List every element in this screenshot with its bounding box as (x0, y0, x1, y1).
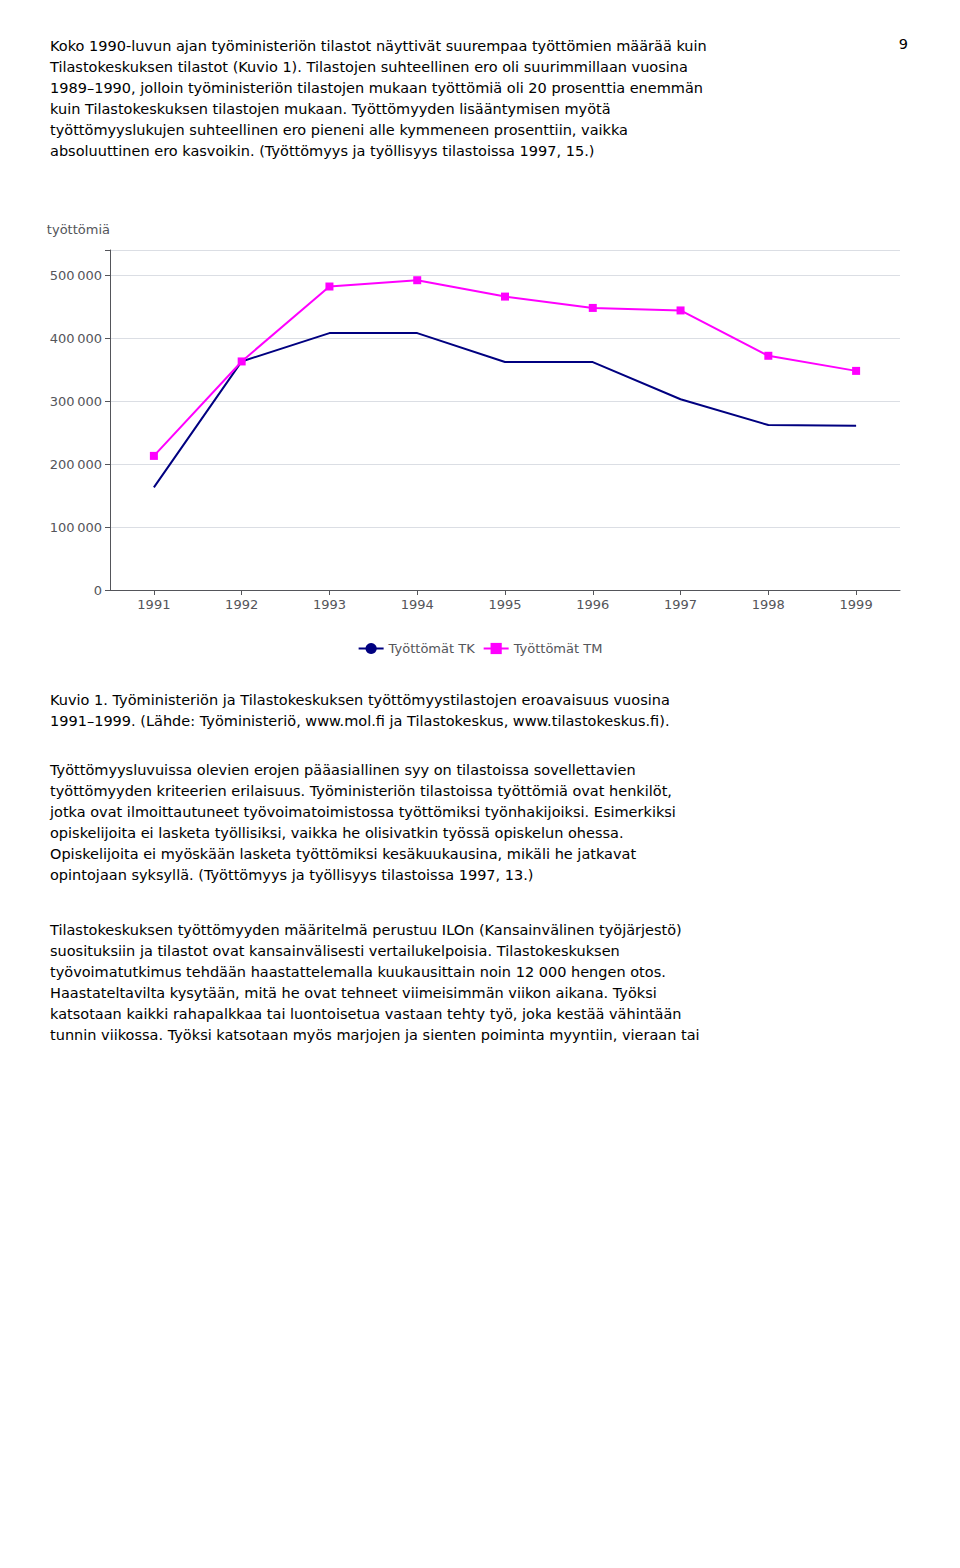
svg-text:200 000: 200 000 (50, 457, 102, 472)
svg-text:1994: 1994 (401, 597, 434, 612)
svg-text:1997: 1997 (664, 597, 697, 612)
svg-text:1991: 1991 (137, 597, 170, 612)
svg-text:500 000: 500 000 (50, 268, 102, 283)
svg-text:100 000: 100 000 (50, 520, 102, 535)
svg-text:1998: 1998 (752, 597, 785, 612)
html-text:Tilastokeskuksen työttömyyden: Tilastokeskuksen työttömyyden määritelmä… (50, 922, 700, 1044)
svg-text:1996: 1996 (576, 597, 609, 612)
html-text:Työttömyysluvuissa olevien ero: Työttömyysluvuissa olevien erojen pääasi… (50, 762, 676, 884)
svg-text:työttömiä: työttömiä (47, 222, 110, 237)
svg-text:400 000: 400 000 (50, 331, 102, 346)
svg-text:300 000: 300 000 (50, 394, 102, 409)
svg-text:1995: 1995 (488, 597, 521, 612)
html-text:9: 9 (898, 36, 908, 52)
html-text:Koko 1990-luvun ajan työminist: Koko 1990-luvun ajan työministeriön tila… (50, 38, 707, 160)
svg-text:Työttömät TK: Työttömät TK (388, 641, 476, 656)
svg-text:1993: 1993 (313, 597, 346, 612)
svg-text:0: 0 (94, 583, 102, 598)
html-text:Kuvio 1. Työministeriön ja Til: Kuvio 1. Työministeriön ja Tilastokeskuk… (50, 692, 670, 729)
svg-text:1999: 1999 (840, 597, 873, 612)
svg-text:1992: 1992 (225, 597, 258, 612)
svg-text:Työttömät TM: Työttömät TM (513, 641, 603, 656)
